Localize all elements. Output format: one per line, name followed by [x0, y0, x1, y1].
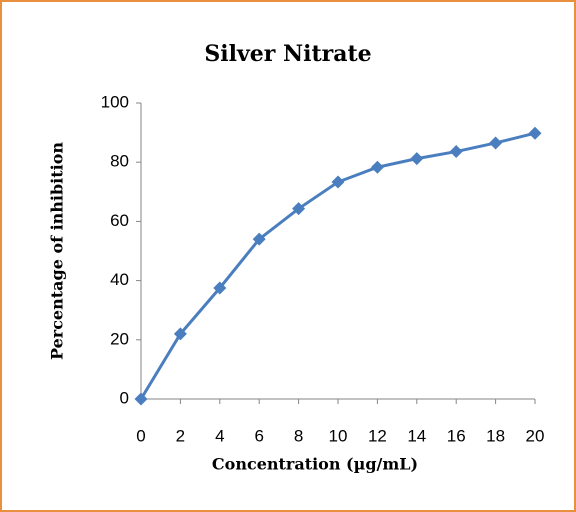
marker	[173, 327, 187, 341]
y-tick-label: 0	[120, 388, 129, 407]
y-tick-label: 100	[101, 92, 129, 111]
x-tick-label: 16	[447, 426, 466, 445]
y-tick-label: 20	[110, 329, 129, 348]
marker	[528, 126, 542, 140]
marker	[213, 281, 227, 295]
marker	[370, 160, 384, 174]
chart-title: Silver Nitrate	[204, 41, 371, 67]
marker	[449, 145, 463, 159]
y-tick-label: 40	[110, 270, 129, 289]
y-tick-label: 80	[110, 152, 129, 171]
marker	[252, 232, 266, 246]
marker	[292, 202, 306, 216]
x-tick-label: 10	[329, 426, 348, 445]
x-tick-label: 6	[254, 426, 263, 445]
x-axis-label: Concentration (µg/mL)	[212, 455, 418, 474]
x-tick-label: 4	[215, 426, 224, 445]
marker	[489, 136, 503, 150]
x-tick-label: 20	[526, 426, 545, 445]
x-tick-label: 18	[486, 426, 505, 445]
x-tick-label: 12	[368, 426, 387, 445]
y-tick-label: 60	[110, 211, 129, 230]
marker	[410, 152, 424, 166]
x-tick-label: 14	[407, 426, 426, 445]
x-tick-label: 2	[176, 426, 185, 445]
marker	[331, 175, 345, 189]
x-tick-label: 8	[294, 426, 303, 445]
y-axis-label: Percentage of inhibition	[48, 142, 67, 360]
marker	[134, 392, 148, 406]
x-tick-label: 0	[136, 426, 145, 445]
